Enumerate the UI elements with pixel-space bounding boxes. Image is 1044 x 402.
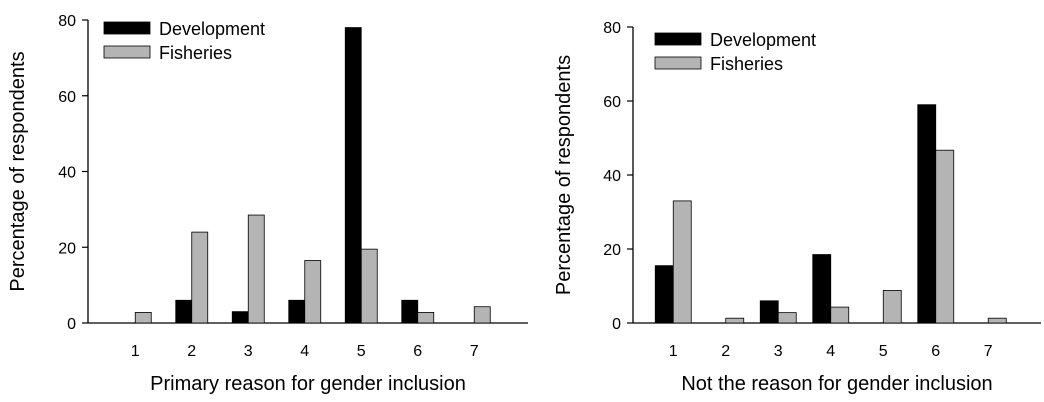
bar-development-4 — [288, 299, 306, 324]
bar-fisheries-2 — [191, 231, 209, 324]
x-tick-label: 3 — [244, 343, 253, 360]
x-tick-label: 5 — [357, 343, 366, 360]
y-tick-label: 40 — [58, 165, 76, 182]
bar-development-1 — [654, 265, 674, 324]
chart-panel-2: 0 20 40 60 80 1 2 3 4 5 6 7 Not the reason for gende… — [553, 20, 1041, 395]
y-tick-label: 0 — [67, 316, 76, 333]
bar-development-6 — [401, 299, 419, 324]
bar-fisheries-4 — [830, 306, 850, 324]
bar-development-6 — [917, 104, 937, 324]
x-tick-label: 7 — [984, 343, 993, 360]
legend: Development Fisheries — [654, 30, 816, 74]
bar-fisheries-5 — [360, 248, 378, 324]
bar-fisheries-1 — [672, 200, 692, 324]
legend-swatch-development — [103, 21, 151, 35]
legend-label-fisheries: Fisheries — [159, 43, 232, 63]
y-tick-label: 20 — [603, 242, 621, 259]
bar-fisheries-1 — [134, 311, 152, 324]
legend-swatch-fisheries — [103, 45, 151, 59]
legend-label-development: Development — [710, 30, 816, 50]
bar-fisheries-7 — [987, 317, 1007, 324]
y-tick-label: 80 — [603, 20, 621, 37]
bar-fisheries-7 — [473, 306, 491, 324]
bar-fisheries-3 — [247, 214, 265, 324]
legend-swatch-development — [654, 32, 702, 46]
legend: Development Fisheries — [103, 19, 265, 63]
x-tick-label: 6 — [413, 343, 422, 360]
legend-swatch-fisheries — [654, 56, 702, 70]
x-axis-title: Primary reason for gender inclusion — [150, 373, 466, 395]
x-tick-label: 1 — [131, 343, 140, 360]
legend-label-fisheries: Fisheries — [710, 54, 783, 74]
y-axis-title: Percentage of respondents — [7, 51, 29, 291]
bar-development-3 — [759, 300, 779, 324]
bar-development-4 — [812, 254, 832, 324]
legend-label-development: Development — [159, 19, 265, 39]
y-tick-label: 40 — [603, 168, 621, 185]
bar-fisheries-6 — [417, 311, 435, 324]
x-tick-label: 4 — [826, 343, 835, 360]
bar-development-5 — [344, 27, 362, 324]
y-tick-label: 20 — [58, 240, 76, 257]
bar-development-2 — [175, 299, 193, 324]
bar-development-3 — [231, 311, 249, 324]
x-tick-label: 6 — [931, 343, 940, 360]
bar-fisheries-3 — [777, 312, 797, 324]
bar-fisheries-5 — [882, 290, 902, 324]
y-tick-label: 0 — [612, 316, 621, 333]
x-tick-label: 3 — [774, 343, 783, 360]
x-tick-label: 7 — [470, 343, 479, 360]
y-axis-title: Percentage of respondents — [553, 55, 575, 295]
x-axis-title: Not the reason for gender inclusion — [681, 373, 992, 395]
x-tick-label: 5 — [879, 343, 888, 360]
x-tick-label: 1 — [669, 343, 678, 360]
x-tick-label: 2 — [187, 343, 196, 360]
bar-fisheries-6 — [935, 149, 955, 324]
y-tick-label: 80 — [58, 13, 76, 30]
bar-fisheries-2 — [725, 317, 745, 324]
x-tick-label: 2 — [721, 343, 730, 360]
y-tick-label: 60 — [58, 89, 76, 106]
y-tick-label: 60 — [603, 94, 621, 111]
bar-fisheries-4 — [304, 260, 322, 324]
x-tick-label: 4 — [300, 343, 309, 360]
